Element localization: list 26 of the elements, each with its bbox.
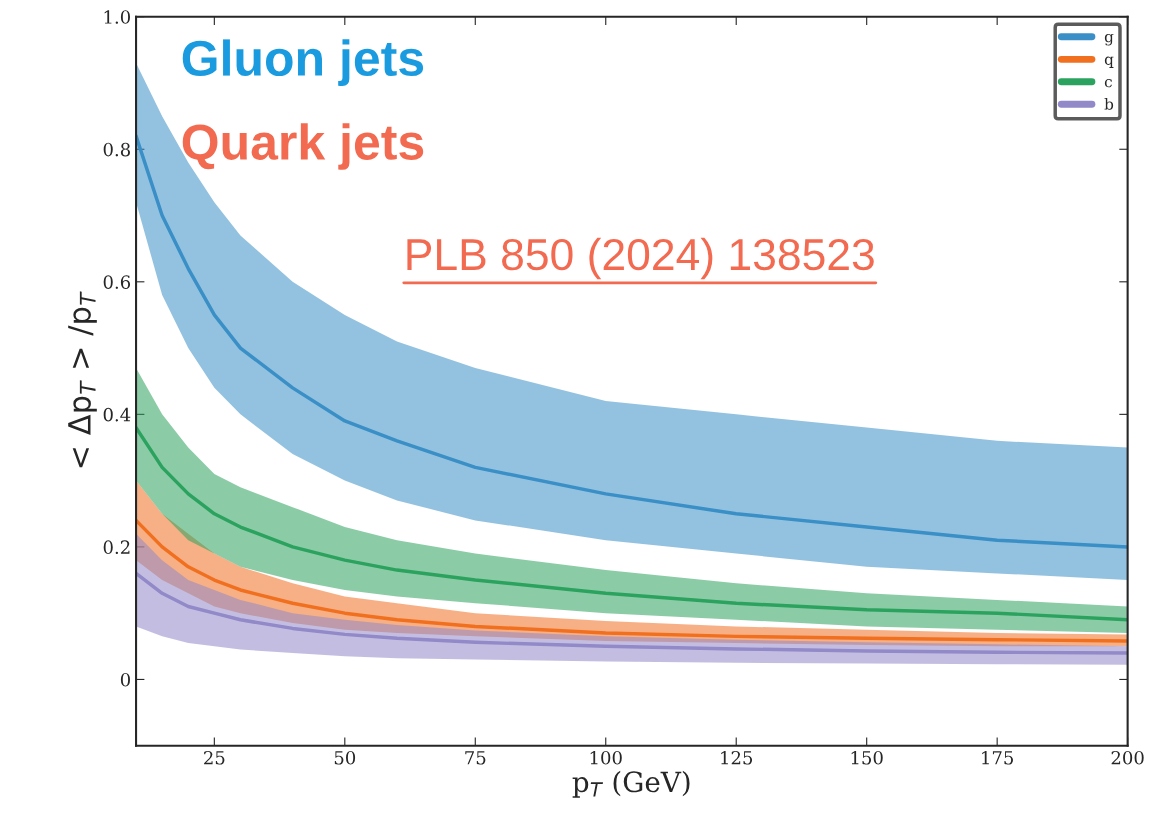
x-tick-label: 50: [334, 750, 356, 765]
x-tick-label: 200: [1111, 750, 1144, 765]
legend-label: g: [1104, 33, 1114, 46]
legend-label: q: [1104, 56, 1114, 68]
legend-label: b: [1104, 97, 1114, 110]
x-axis-title: p$_{T}$ (GeV): [572, 770, 690, 798]
y-tick-label: 1.0: [104, 10, 130, 24]
line-series: [136, 425, 1128, 622]
x-tick-label: 75: [465, 751, 486, 765]
annotation: Gluon jets: [182, 39, 424, 86]
legend-label: c: [1104, 79, 1112, 88]
y-tick-label: 0.2: [103, 540, 130, 555]
annotation: PLB 850 (2024) 138523: [407, 237, 874, 280]
x-tick-label: 25: [204, 750, 225, 765]
y-tick-label: 0.4: [103, 407, 131, 422]
line-series: [136, 518, 1128, 643]
x-tick-label: 175: [982, 750, 1013, 765]
line-series: [136, 571, 1128, 655]
annotation: Quark jets: [182, 123, 424, 170]
x-tick-label: 100: [590, 750, 622, 765]
x-tick-label: 150: [851, 750, 883, 765]
y-tick-label: 0.8: [103, 142, 130, 157]
y-tick-label: 0: [120, 672, 130, 687]
x-tick-label: 125: [721, 750, 753, 765]
y-axis-title: < Δp$_{T}$ > /p$_{T}$: [68, 291, 97, 468]
y-tick-label: 0.6: [103, 275, 131, 289]
